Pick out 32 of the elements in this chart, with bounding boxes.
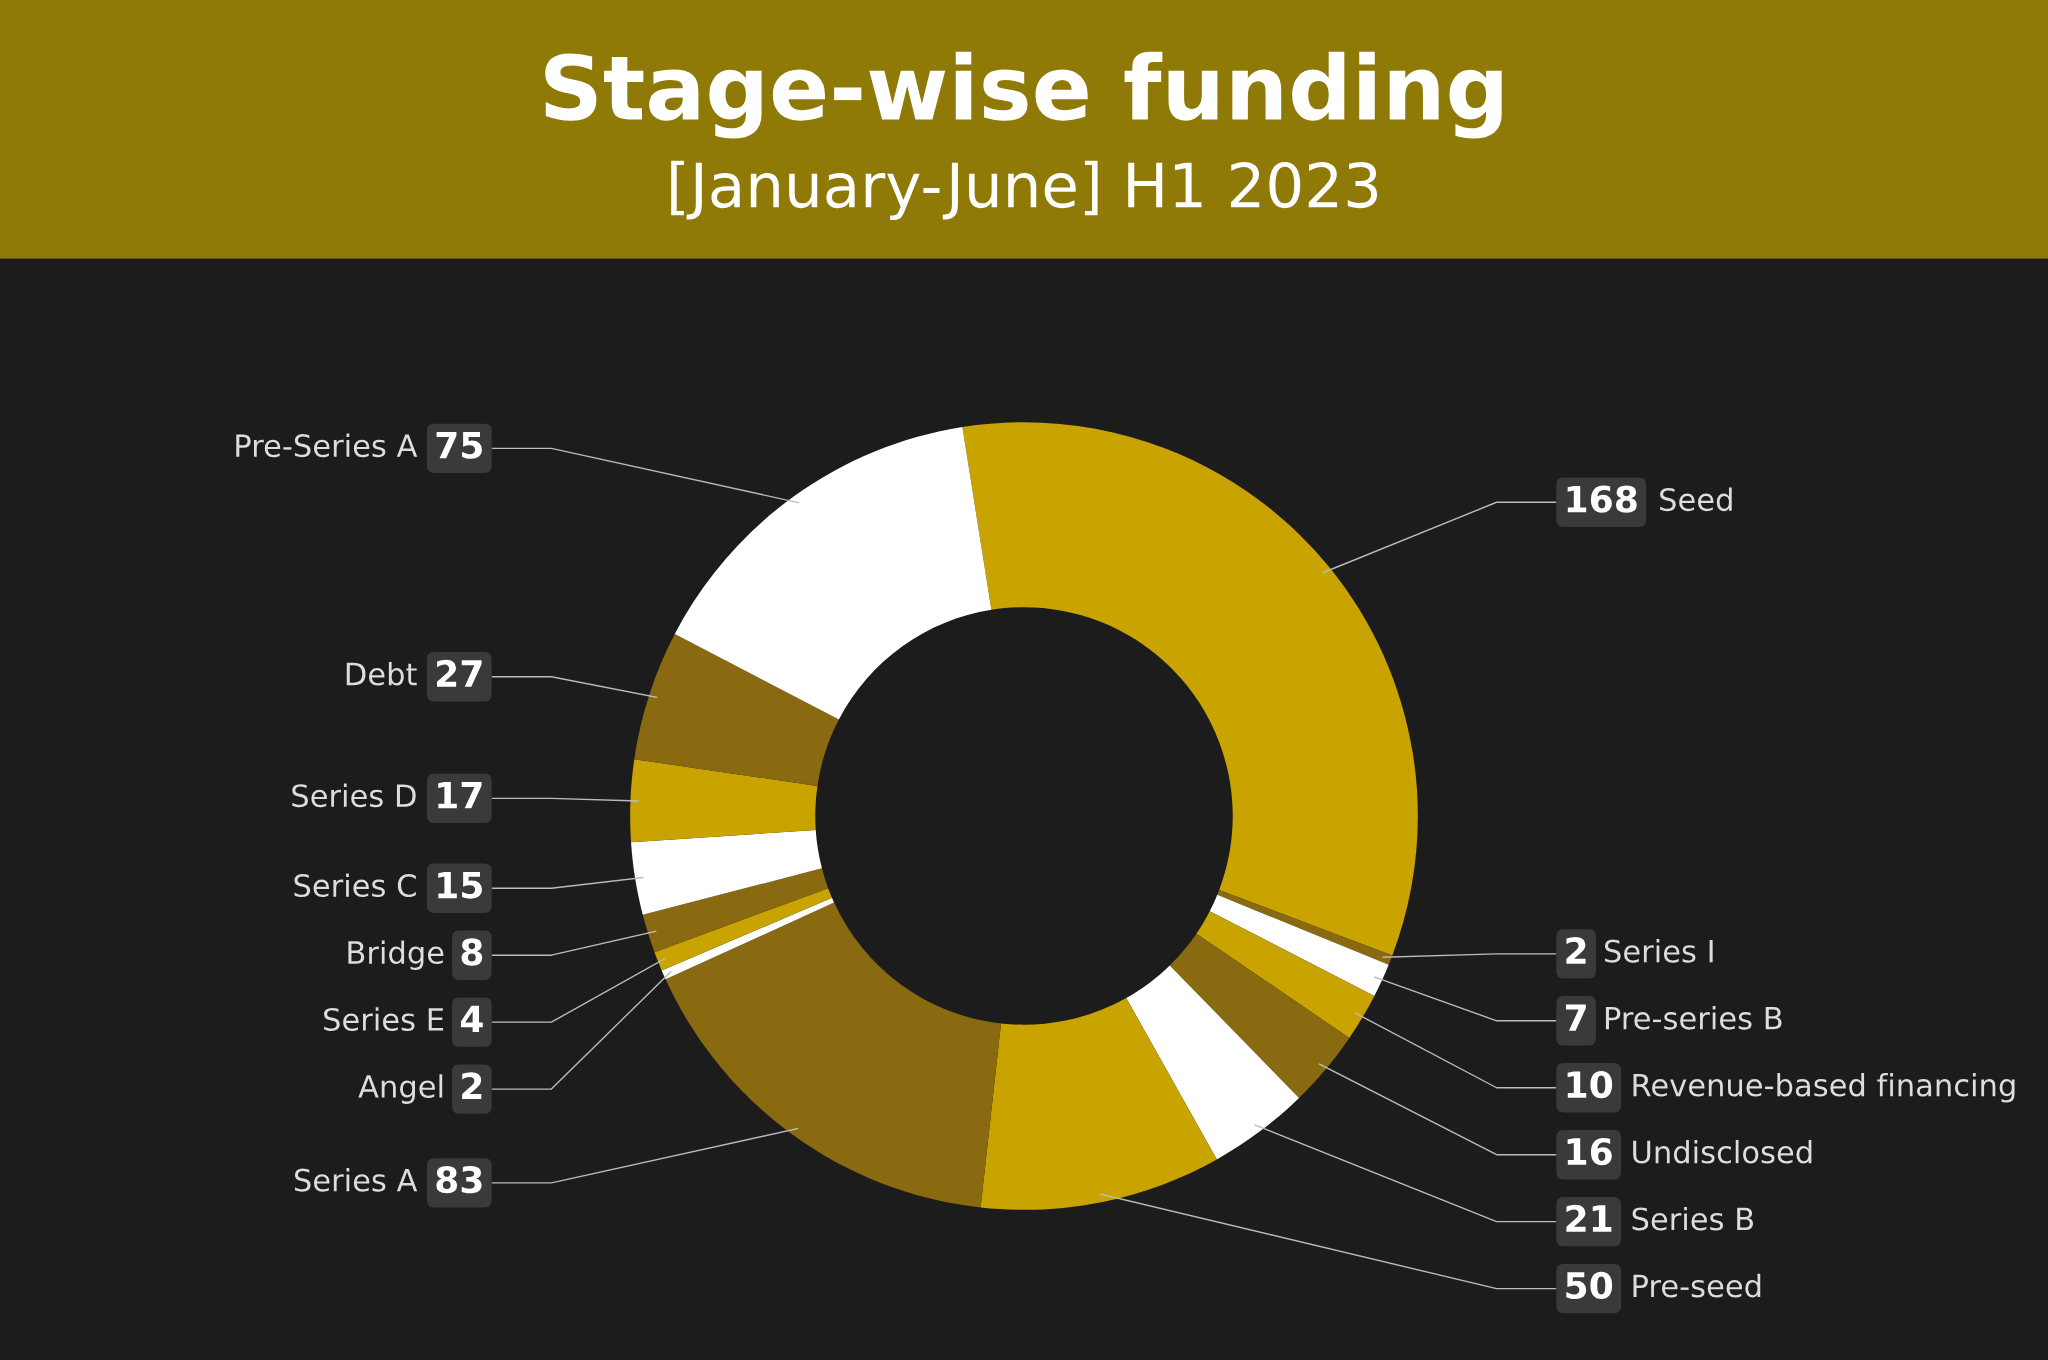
data-label: 4: [460, 1005, 483, 1033]
slice-label: Series A: [294, 1168, 418, 1192]
data-label: 27: [437, 659, 482, 687]
slice-label: Pre-seed: [1633, 1273, 1761, 1298]
data-label: 83: [436, 1166, 482, 1194]
slice-label: Series D: [292, 783, 416, 808]
slice-label: Series C: [294, 873, 416, 898]
data-label: 16: [1567, 1137, 1612, 1166]
slice-label: Debt: [346, 661, 417, 686]
slice-label: Angel: [358, 1074, 443, 1104]
data-label: 15: [438, 871, 482, 899]
data-label: 2: [1566, 937, 1586, 964]
data-label: 10: [1567, 1070, 1613, 1099]
slice-label: Revenue-based financing: [1633, 1072, 2015, 1103]
data-label: 17: [438, 782, 482, 809]
data-label: 168: [1567, 485, 1637, 513]
chart-title: Stage-wise funding: [545, 51, 1502, 139]
data-label: 8: [461, 938, 483, 966]
data-label: 2: [462, 1072, 482, 1100]
slice-label: Pre-Series A: [236, 433, 418, 458]
slice-label: Series B: [1632, 1206, 1753, 1231]
data-label: 50: [1566, 1271, 1613, 1300]
data-label: 21: [1566, 1204, 1612, 1232]
slice-label: Seed: [1660, 487, 1732, 512]
data-label: 7: [1565, 1004, 1586, 1031]
slice-label: Undisclosed: [1633, 1139, 1812, 1164]
slice-label: Series I: [1604, 939, 1713, 963]
chart-subtitle: [January-June] H1 2023: [671, 160, 1378, 220]
slice-label: Bridge: [348, 940, 444, 970]
data-label: 75: [436, 431, 482, 459]
slice-label: Series E: [324, 1007, 444, 1032]
slice-label: Pre-series B: [1605, 1006, 1782, 1030]
